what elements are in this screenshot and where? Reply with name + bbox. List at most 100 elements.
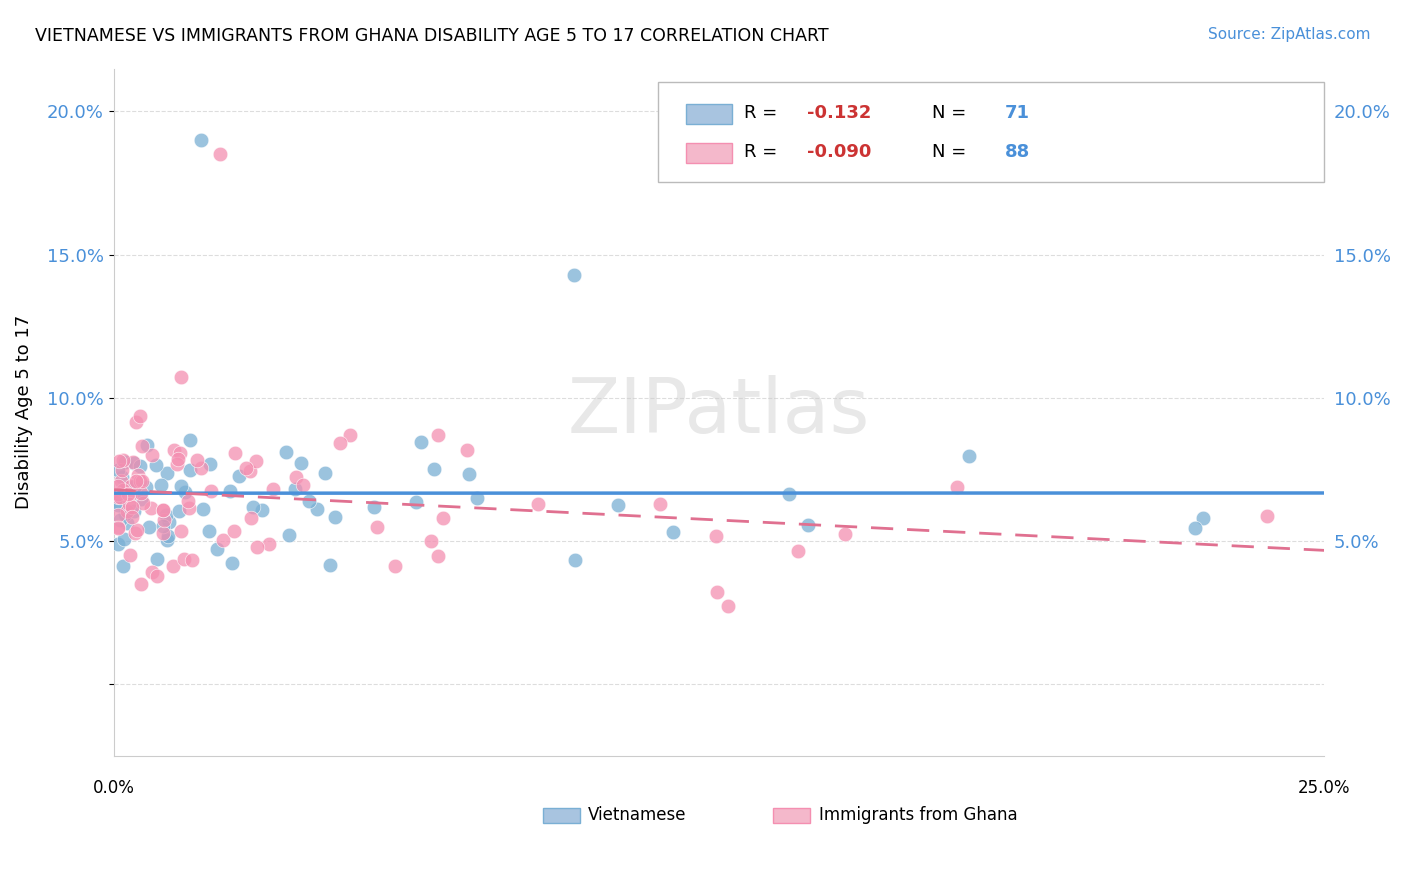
Point bbox=[138, 520, 160, 534]
Point bbox=[107, 498, 129, 512]
Point bbox=[778, 487, 800, 501]
Point bbox=[648, 497, 671, 511]
Point bbox=[129, 474, 152, 488]
Point bbox=[150, 477, 173, 491]
Point bbox=[129, 491, 152, 506]
Point bbox=[704, 528, 727, 542]
Point bbox=[277, 527, 299, 541]
Point bbox=[207, 542, 229, 557]
Point bbox=[432, 511, 454, 525]
Point bbox=[427, 549, 450, 563]
Text: R =: R = bbox=[744, 104, 783, 122]
Point bbox=[564, 553, 586, 567]
Text: R =: R = bbox=[744, 144, 783, 161]
Bar bbox=[686, 103, 733, 124]
Point bbox=[526, 497, 548, 511]
Point bbox=[121, 500, 143, 514]
Point bbox=[197, 524, 219, 538]
Point bbox=[124, 526, 146, 541]
Point bbox=[141, 566, 163, 580]
Point bbox=[405, 495, 427, 509]
Point bbox=[112, 558, 135, 573]
Point bbox=[152, 513, 174, 527]
Point bbox=[426, 427, 449, 442]
Text: 25.0%: 25.0% bbox=[1298, 779, 1351, 797]
Point bbox=[957, 450, 980, 464]
Point bbox=[167, 452, 190, 467]
Point bbox=[329, 436, 352, 450]
Point bbox=[239, 464, 262, 478]
Point bbox=[107, 521, 129, 535]
Point bbox=[155, 508, 177, 522]
Point bbox=[114, 455, 136, 469]
Point bbox=[245, 454, 267, 468]
Point bbox=[152, 502, 174, 516]
Point bbox=[157, 515, 180, 529]
Point bbox=[131, 439, 153, 453]
Point bbox=[111, 470, 134, 484]
Point bbox=[141, 501, 163, 516]
Point bbox=[457, 467, 479, 482]
Point bbox=[141, 448, 163, 462]
Point bbox=[115, 504, 138, 518]
Point bbox=[177, 500, 200, 515]
Point bbox=[152, 525, 174, 540]
Text: Immigrants from Ghana: Immigrants from Ghana bbox=[820, 805, 1018, 823]
Point bbox=[423, 462, 446, 476]
Point bbox=[259, 536, 281, 550]
Point bbox=[110, 475, 132, 489]
Text: N =: N = bbox=[932, 104, 972, 122]
Point bbox=[108, 513, 131, 527]
Point bbox=[127, 523, 149, 537]
Point bbox=[946, 480, 969, 494]
Point bbox=[162, 559, 184, 574]
Point bbox=[834, 527, 856, 541]
Point bbox=[145, 568, 167, 582]
Point bbox=[114, 507, 136, 521]
Text: 88: 88 bbox=[1005, 144, 1031, 161]
Point bbox=[124, 479, 146, 493]
Point bbox=[166, 457, 188, 471]
Point bbox=[246, 540, 269, 554]
Point bbox=[169, 479, 191, 493]
Point bbox=[318, 558, 340, 573]
Point bbox=[176, 493, 198, 508]
Point bbox=[135, 480, 157, 494]
Point bbox=[456, 442, 478, 457]
Text: 0.0%: 0.0% bbox=[93, 779, 135, 797]
Point bbox=[136, 438, 159, 452]
Point bbox=[717, 599, 740, 613]
Point bbox=[1191, 511, 1213, 525]
Point bbox=[420, 534, 443, 549]
Point bbox=[145, 458, 167, 472]
Point bbox=[121, 510, 143, 524]
Point bbox=[122, 504, 145, 518]
Point bbox=[363, 500, 385, 514]
Point bbox=[121, 455, 143, 469]
Point bbox=[228, 469, 250, 483]
Point bbox=[117, 487, 139, 501]
Point bbox=[110, 490, 132, 504]
Point bbox=[125, 474, 148, 488]
Text: Vietnamese: Vietnamese bbox=[588, 805, 686, 823]
Text: Source: ZipAtlas.com: Source: ZipAtlas.com bbox=[1208, 27, 1371, 42]
Point bbox=[156, 529, 179, 543]
Point bbox=[250, 503, 273, 517]
Point bbox=[170, 370, 193, 384]
Point bbox=[110, 462, 132, 476]
Text: -0.132: -0.132 bbox=[807, 104, 872, 122]
Point bbox=[797, 518, 820, 533]
Point bbox=[174, 485, 197, 500]
Point bbox=[107, 463, 129, 477]
Point bbox=[239, 511, 262, 525]
Point bbox=[186, 453, 208, 467]
Point bbox=[111, 453, 134, 467]
Point bbox=[146, 552, 169, 566]
Point bbox=[190, 461, 212, 475]
Text: 71: 71 bbox=[1005, 104, 1029, 122]
Point bbox=[190, 133, 212, 147]
Point bbox=[124, 479, 146, 493]
Point bbox=[307, 501, 329, 516]
Point bbox=[221, 556, 243, 570]
Point bbox=[706, 585, 728, 599]
